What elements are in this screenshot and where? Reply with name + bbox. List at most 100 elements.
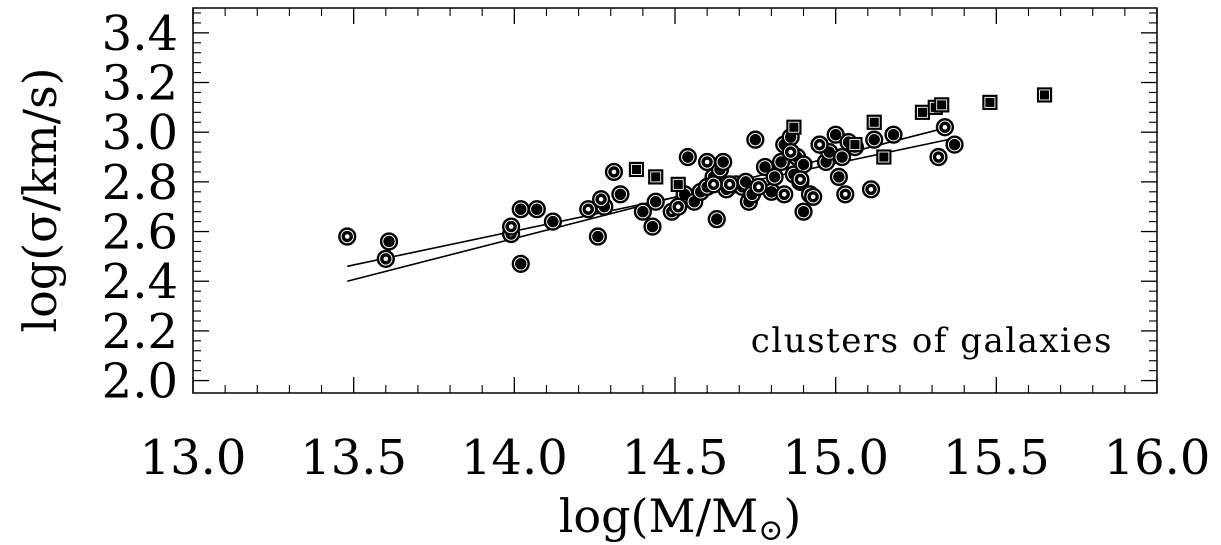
filled-square-point	[847, 137, 863, 153]
y-tick-label: 3.2	[102, 56, 178, 112]
filled-square-point-ring	[672, 178, 684, 190]
x-axis-title-main: log(M/M	[559, 489, 759, 543]
filled-circle-point-ring	[828, 127, 843, 142]
dotted-circle-point-center	[598, 196, 604, 202]
x-tick-label: 14.5	[622, 430, 729, 486]
filled-circle-point-ring	[947, 137, 962, 152]
filled-square-point-ring	[878, 151, 890, 163]
dotted-circle-point-center	[344, 234, 350, 239]
filled-square-point	[934, 97, 950, 113]
filled-circle-point-ring	[382, 234, 396, 249]
x-tick-label: 15.5	[943, 430, 1050, 486]
filled-square-point	[648, 169, 664, 185]
dotted-circle-point-ring	[783, 145, 798, 159]
dotted-circle-point-ring	[706, 177, 721, 192]
x-axis-title: log(M/M⊙)	[559, 489, 802, 545]
filled-circle-point-ring	[832, 170, 846, 184]
dotted-circle-point-center	[817, 142, 822, 147]
x-tick-label: 14.0	[461, 430, 568, 486]
dotted-circle-point-center	[675, 204, 681, 210]
filled-square-point-ring	[916, 106, 928, 118]
filled-square-point	[786, 119, 802, 135]
dotted-circle-point-center	[781, 191, 787, 197]
dotted-circle-point-ring	[812, 137, 827, 152]
dotted-circle-point-ring	[722, 177, 737, 192]
x-tick-label: 15.0	[782, 430, 889, 486]
filled-circle-point-ring	[758, 160, 772, 174]
dotted-circle-point-center	[936, 154, 941, 160]
filled-circle-point-ring	[774, 155, 788, 169]
dotted-circle-point-ring	[864, 182, 878, 197]
dotted-circle-point-center	[756, 184, 761, 190]
filled-circle-point-ring	[835, 150, 849, 164]
filled-square-point-ring	[1039, 89, 1050, 101]
filled-circle-point-ring	[636, 204, 650, 219]
dotted-circle-point-ring	[793, 172, 808, 187]
filled-square-point	[628, 161, 645, 178]
filled-square-point-ring	[630, 164, 642, 175]
dotted-circle-point-ring	[504, 219, 518, 234]
x-axis-title-sub: ⊙	[758, 513, 783, 545]
filled-square-point	[866, 114, 882, 130]
filled-circle-point-ring	[681, 150, 695, 164]
y-tick-label: 2.6	[102, 205, 178, 261]
dotted-circle-point-ring	[607, 165, 621, 179]
dotted-circle-point-ring	[938, 120, 952, 134]
x-axis-title-close: )	[783, 489, 801, 543]
x-tick-label: 13.0	[140, 430, 247, 486]
filled-circle-point-ring	[867, 132, 881, 147]
filled-circle-point-ring	[613, 187, 628, 201]
dotted-circle-point-center	[868, 187, 874, 192]
dotted-circle-point-center	[704, 159, 710, 165]
dotted-circle-point-ring	[594, 192, 608, 206]
filled-circle-point-ring	[514, 202, 528, 216]
filled-circle-point-ring	[767, 170, 782, 184]
filled-circle-point-ring	[796, 157, 811, 172]
dotted-circle-point-ring	[379, 252, 393, 266]
x-tick-label: 13.5	[300, 430, 407, 486]
filled-circle-point-ring	[886, 127, 901, 142]
filled-square-point	[982, 94, 998, 110]
filled-circle-point-ring	[530, 202, 544, 216]
dotted-circle-point-center	[383, 256, 389, 262]
filled-circle-point-ring	[649, 195, 663, 209]
dotted-circle-point-ring	[581, 202, 595, 216]
x-axis-ticks: 13.0 13.5 14.0 14.5 15.0 15.5 16.0	[140, 8, 1211, 486]
dotted-circle-point-center	[942, 124, 948, 130]
filled-square-point-ring	[788, 121, 800, 133]
filled-square-point	[1036, 87, 1053, 103]
dotted-circle-point-center	[508, 224, 514, 229]
dotted-circle-point-center	[611, 169, 617, 175]
y-axis-title: log(σ/km/s)	[13, 67, 67, 332]
dotted-circle-point-center	[788, 149, 793, 155]
filled-circle-point-ring	[514, 257, 528, 271]
filled-square-point-ring	[849, 139, 861, 151]
filled-circle-point-ring	[591, 229, 605, 244]
annotation-label: clusters of galaxies	[751, 321, 1113, 361]
y-axis-ticks: 2.02.22.42.62.83.03.23.4	[102, 6, 1157, 410]
y-tick-label: 3.4	[102, 6, 178, 62]
y-tick-label: 2.4	[102, 254, 178, 310]
dotted-circle-point-ring	[340, 229, 354, 244]
y-tick-label: 2.2	[102, 304, 178, 360]
dotted-circle-point-center	[585, 206, 591, 212]
dotted-circle-point-center	[727, 182, 732, 187]
filled-circle-point-ring	[748, 132, 763, 147]
filled-circle-point-ring	[716, 155, 730, 169]
filled-square-point-ring	[868, 116, 880, 128]
dotted-circle-point-center	[843, 191, 848, 197]
y-tick-label: 2.8	[102, 155, 178, 211]
dotted-circle-point-center	[798, 177, 803, 182]
dotted-circle-point-ring	[751, 180, 766, 194]
dotted-circle-point-center	[810, 194, 816, 200]
dotted-circle-point-ring	[671, 200, 685, 214]
dotted-circle-point-ring	[700, 155, 714, 169]
y-tick-label: 3.0	[102, 105, 178, 161]
filled-square-point	[670, 176, 686, 192]
filled-circle-point-ring	[546, 214, 560, 229]
dotted-circle-point-ring	[806, 190, 820, 204]
x-tick-label: 16.0	[1104, 430, 1211, 486]
y-tick-label: 2.0	[102, 354, 178, 410]
filled-square-point-ring	[984, 96, 996, 108]
dotted-circle-point-ring	[931, 150, 946, 164]
